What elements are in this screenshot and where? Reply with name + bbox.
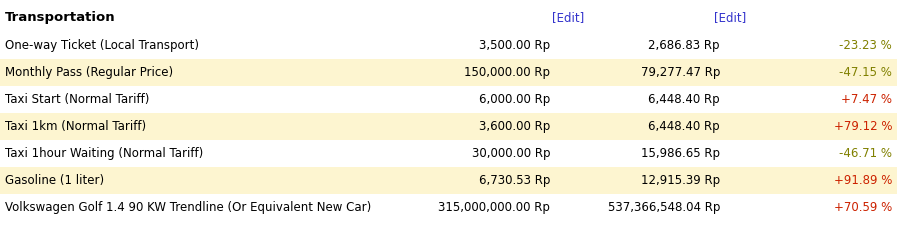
Text: 537,366,548.04 Rp: 537,366,548.04 Rp	[607, 201, 720, 214]
Text: Taxi Start (Normal Tariff): Taxi Start (Normal Tariff)	[5, 93, 150, 106]
Text: [Edit]: [Edit]	[552, 11, 584, 25]
Text: Volkswagen Golf 1.4 90 KW Trendline (Or Equivalent New Car): Volkswagen Golf 1.4 90 KW Trendline (Or …	[5, 201, 371, 214]
Text: 3,500.00 Rp: 3,500.00 Rp	[479, 39, 550, 52]
Text: One-way Ticket (Local Transport): One-way Ticket (Local Transport)	[5, 39, 199, 52]
Text: 15,986.65 Rp: 15,986.65 Rp	[641, 147, 720, 160]
Bar	[0, 32, 897, 59]
Text: 2,686.83 Rp: 2,686.83 Rp	[649, 39, 720, 52]
Text: 79,277.47 Rp: 79,277.47 Rp	[640, 66, 720, 79]
Bar	[0, 59, 897, 86]
Text: Gasoline (1 liter): Gasoline (1 liter)	[5, 174, 104, 187]
Bar	[0, 140, 897, 167]
Text: 6,448.40 Rp: 6,448.40 Rp	[649, 93, 720, 106]
Text: 150,000.00 Rp: 150,000.00 Rp	[464, 66, 550, 79]
Bar	[0, 194, 897, 221]
Text: Taxi 1km (Normal Tariff): Taxi 1km (Normal Tariff)	[5, 120, 146, 133]
Bar	[0, 113, 897, 140]
Bar	[0, 167, 897, 194]
Text: [Edit]: [Edit]	[714, 11, 746, 25]
Text: 12,915.39 Rp: 12,915.39 Rp	[640, 174, 720, 187]
Text: 6,730.53 Rp: 6,730.53 Rp	[479, 174, 550, 187]
Text: 30,000.00 Rp: 30,000.00 Rp	[472, 147, 550, 160]
Text: 6,000.00 Rp: 6,000.00 Rp	[479, 93, 550, 106]
Bar	[0, 4, 897, 32]
Text: -47.15 %: -47.15 %	[839, 66, 892, 79]
Text: -23.23 %: -23.23 %	[840, 39, 892, 52]
Text: +70.59 %: +70.59 %	[833, 201, 892, 214]
Text: +91.89 %: +91.89 %	[833, 174, 892, 187]
Text: 315,000,000.00 Rp: 315,000,000.00 Rp	[438, 201, 550, 214]
Text: 3,600.00 Rp: 3,600.00 Rp	[479, 120, 550, 133]
Text: 6,448.40 Rp: 6,448.40 Rp	[649, 120, 720, 133]
Text: Taxi 1hour Waiting (Normal Tariff): Taxi 1hour Waiting (Normal Tariff)	[5, 147, 204, 160]
Text: -46.71 %: -46.71 %	[839, 147, 892, 160]
Bar	[0, 86, 897, 113]
Text: Monthly Pass (Regular Price): Monthly Pass (Regular Price)	[5, 66, 173, 79]
Text: +79.12 %: +79.12 %	[833, 120, 892, 133]
Text: +7.47 %: +7.47 %	[841, 93, 892, 106]
Text: Transportation: Transportation	[5, 11, 116, 25]
